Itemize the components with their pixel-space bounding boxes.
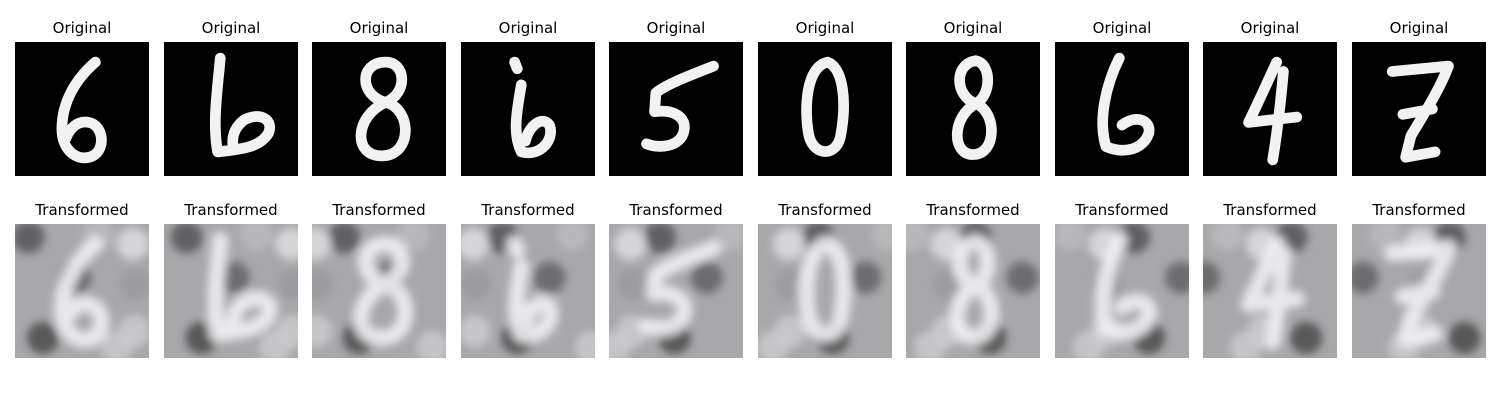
transformed-title: Transformed [1223, 201, 1317, 219]
original-title: Original [201, 19, 261, 37]
transformed-digit-image [1055, 224, 1189, 358]
transformed-digit-image [1203, 224, 1337, 358]
transformed-digit-image [758, 224, 892, 358]
transformed-digit-image [1352, 224, 1486, 358]
original-title: Original [1092, 19, 1152, 37]
original-digit-image [758, 42, 892, 176]
transformed-title: Transformed [778, 201, 872, 219]
original-digit-image [609, 42, 743, 176]
original-title: Original [52, 19, 112, 37]
transformed-digit-image [312, 224, 446, 358]
original-digit-image [906, 42, 1040, 176]
original-digit-image [461, 42, 595, 176]
transformed-title: Transformed [926, 201, 1020, 219]
original-digit-image [164, 42, 298, 176]
transformed-title: Transformed [332, 201, 426, 219]
original-title: Original [1389, 19, 1449, 37]
original-title: Original [349, 19, 409, 37]
transformed-title: Transformed [629, 201, 723, 219]
transformed-digit-image [15, 224, 149, 358]
original-title: Original [943, 19, 1003, 37]
original-digit-image [15, 42, 149, 176]
transformed-title: Transformed [1372, 201, 1466, 219]
original-title: Original [498, 19, 558, 37]
original-digit-image [1055, 42, 1189, 176]
transformed-digit-image [461, 224, 595, 358]
original-digit-image [1352, 42, 1486, 176]
original-title: Original [1240, 19, 1300, 37]
transformed-title: Transformed [35, 201, 129, 219]
transformed-digit-image [906, 224, 1040, 358]
transformed-title: Transformed [1075, 201, 1169, 219]
original-title: Original [646, 19, 706, 37]
transformed-title: Transformed [184, 201, 278, 219]
original-digit-image [312, 42, 446, 176]
transformed-digit-image [609, 224, 743, 358]
original-title: Original [795, 19, 855, 37]
transformed-digit-image [164, 224, 298, 358]
transformed-title: Transformed [481, 201, 575, 219]
original-digit-image [1203, 42, 1337, 176]
